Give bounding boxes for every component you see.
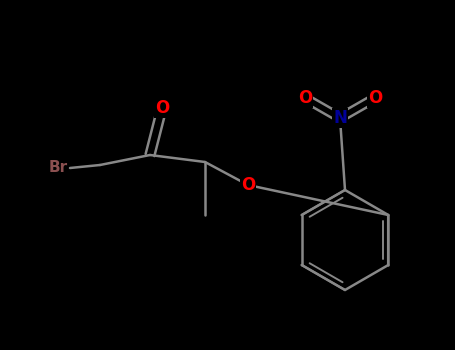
Text: O: O: [298, 89, 312, 107]
Text: O: O: [368, 89, 382, 107]
Text: Br: Br: [48, 161, 67, 175]
Text: O: O: [241, 176, 255, 194]
Text: O: O: [155, 99, 169, 117]
Text: N: N: [333, 109, 347, 127]
